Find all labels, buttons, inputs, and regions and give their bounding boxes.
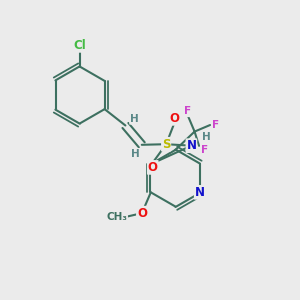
Text: H: H [202,132,211,142]
Text: O: O [137,207,147,220]
Text: S: S [162,138,170,151]
Text: N: N [195,186,205,199]
Text: O: O [169,112,179,125]
Text: F: F [212,120,219,130]
Text: CH₃: CH₃ [106,212,128,222]
Text: N: N [186,139,197,152]
Text: O: O [148,161,158,174]
Text: F: F [184,106,192,116]
Text: F: F [201,145,208,155]
Text: H: H [130,114,139,124]
Text: Cl: Cl [74,39,86,52]
Text: H: H [131,149,140,159]
